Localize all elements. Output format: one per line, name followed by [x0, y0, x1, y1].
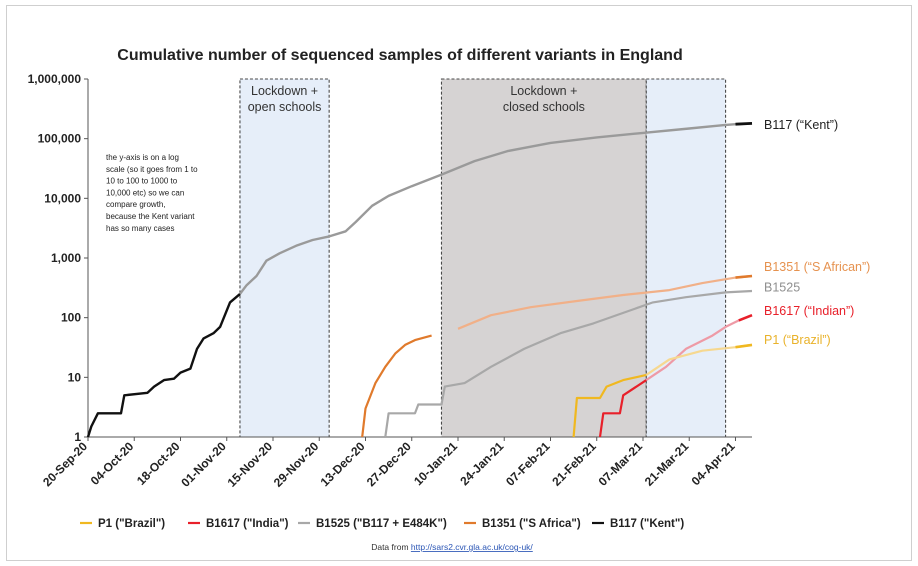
x-tick-labels: 20-Sep-2004-Oct-2018-Oct-2001-Nov-2015-N…	[40, 439, 738, 490]
axes	[84, 78, 752, 441]
legend: P1 ("Brazil") B1617 ("India") B1525 ("B117…	[80, 518, 684, 530]
x-tick-label: 24-Jan-21	[457, 439, 506, 488]
note-line: compare growth,	[106, 200, 166, 209]
series-line-2	[384, 289, 753, 438]
x-tick-label: 07-Mar-21	[596, 439, 646, 489]
y-tick-label: 100,000	[38, 132, 82, 146]
end-label-1: B1351 (“S African”)	[764, 260, 870, 274]
series-end-labels: B117 (“Kent”) B1351 (“S African”) B1525 B16…	[764, 118, 870, 347]
note-line: 10,000 etc) so we can	[106, 188, 184, 197]
series-line-3-early	[598, 379, 647, 438]
note-line: has so many cases	[106, 224, 174, 233]
note-line: because the Kent variant	[106, 212, 195, 221]
x-tick-label: 27-Dec-20	[364, 439, 414, 489]
series-tail-3	[738, 313, 753, 322]
x-tick-label: 07-Feb-21	[503, 439, 553, 489]
legend-label-2: B1525 ("B117 + E484K")	[316, 518, 447, 530]
series-line-4-early	[572, 373, 647, 438]
series-tail-0	[735, 122, 753, 126]
y-tick-label: 1	[74, 430, 81, 444]
y-tick-label: 10	[68, 370, 82, 384]
note-line: the y-axis is on a log	[106, 153, 179, 162]
series-line-0-early	[86, 292, 241, 438]
x-tick-label: 01-Nov-20	[178, 439, 229, 490]
shaded-region-0	[239, 78, 330, 438]
legend-label-0: P1 ("Brazil")	[98, 518, 165, 530]
region-label-0-1: open schools	[248, 100, 322, 114]
note-line: 10 to 100 to 1000 to	[106, 177, 178, 186]
end-label-4: P1 (“Brazil”)	[764, 333, 831, 347]
data-source: Data from http://sars2.cvr.gla.ac.uk/cog…	[371, 542, 533, 552]
lockdown-labels: Lockdown + open schools Lockdown + closed s…	[248, 84, 585, 114]
x-tick-label: 21-Feb-21	[549, 439, 599, 489]
x-tick-label: 20-Sep-20	[40, 439, 90, 489]
series-line-1-late	[457, 274, 753, 330]
x-tick-label: 10-Jan-21	[411, 439, 460, 488]
series-line-1-early	[361, 334, 432, 438]
series-line-0-late	[239, 122, 753, 295]
legend-label-4: B117 ("Kent")	[610, 518, 684, 530]
x-tick-label: 15-Nov-20	[225, 439, 276, 490]
chart-title: Cumulative number of sequenced samples o…	[117, 47, 682, 64]
region-label-1-0: Lockdown +	[510, 84, 577, 98]
end-label-0: B117 (“Kent”)	[764, 118, 838, 132]
series-tail-1	[735, 274, 753, 279]
y-tick-labels: 1 10 100 1,000 10,000 100,000 1,000,000	[28, 72, 82, 444]
y-tick-label: 1,000	[51, 251, 81, 265]
legend-label-1: B1617 ("India")	[206, 518, 289, 530]
legend-label-3: B1351 ("S Africa")	[482, 518, 581, 530]
source-prefix: Data from	[371, 542, 411, 552]
series-lines	[86, 122, 753, 438]
end-label-3: B1617 (“Indian”)	[764, 304, 854, 318]
chart-frame	[6, 5, 912, 561]
x-tick-label: 04-Apr-21	[689, 439, 738, 488]
x-tick-label: 13-Dec-20	[318, 439, 368, 489]
x-tick-label: 04-Oct-20	[88, 439, 137, 488]
region-label-1-1: closed schools	[503, 100, 585, 114]
x-tick-label: 18-Oct-20	[134, 439, 183, 488]
y-tick-label: 1,000,000	[28, 72, 82, 86]
note-line: scale (so it goes from 1 to	[106, 165, 198, 174]
x-tick-label: 21-Mar-21	[642, 439, 692, 489]
log-scale-note: the y-axis is on a log scale (so it goes …	[106, 153, 198, 233]
series-tail-4	[735, 343, 753, 349]
y-tick-label: 10,000	[44, 191, 81, 205]
source-link: http://sars2.cvr.gla.ac.uk/cog-uk/	[411, 542, 534, 552]
region-label-0-0: Lockdown +	[251, 84, 318, 98]
shaded-region-2	[645, 78, 727, 438]
x-tick-label: 29-Nov-20	[271, 439, 322, 490]
y-tick-label: 100	[61, 311, 81, 325]
end-label-2: B1525	[764, 281, 800, 295]
